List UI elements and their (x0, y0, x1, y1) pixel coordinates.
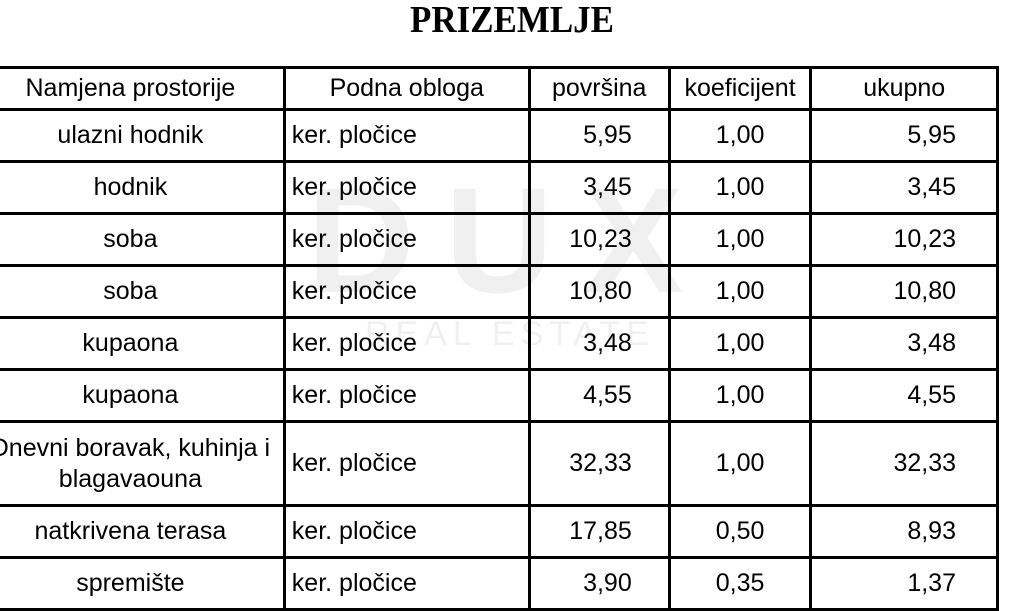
coefficient-cell: 0,50 (667, 504, 813, 559)
floor-covering-cell: ker. pločice (282, 160, 531, 215)
table-row: soba ker. pločice 10,80 1,00 10,80 (0, 264, 999, 319)
header-area: površina (527, 66, 671, 111)
total-cell: 1,37 (809, 556, 999, 611)
room-name-cell: soba (0, 264, 286, 319)
total-cell: 4,55 (809, 368, 999, 423)
area-cell: 17,85 (527, 504, 671, 559)
table-row: ulazni hodnik ker. pločice 5,95 1,00 5,95 (0, 108, 999, 163)
total-cell: 10,80 (809, 264, 999, 319)
room-name: ulazni hodnik (57, 121, 204, 149)
area-cell: 10,23 (527, 212, 671, 267)
room-name-cell: Dnevni boravak, kuhinja i blagavaouna (0, 420, 286, 507)
room-name-cell: hodnik (0, 160, 286, 215)
total-cell: 3,45 (809, 160, 999, 215)
coefficient-cell: 1,00 (667, 212, 813, 267)
total-cell: 32,33 (809, 420, 999, 507)
total-cell: 3,48 (809, 316, 999, 371)
area-cell: 10,80 (527, 264, 671, 319)
room-name-cell: kupaona (0, 316, 286, 371)
floor-covering-cell: ker. pločice (282, 368, 531, 423)
total-cell: 8,93 (809, 504, 999, 559)
area-cell: 5,95 (527, 108, 671, 163)
room-name: spremište (76, 569, 185, 597)
room-name: Dnevni boravak, kuhinja i blagavaouna (0, 433, 271, 493)
page-title: PRIZEMLJE (410, 0, 614, 41)
floor-covering-cell: ker. pločice (282, 420, 531, 507)
coefficient-cell: 1,00 (667, 368, 813, 423)
area-cell: 3,90 (527, 556, 671, 611)
area-cell: 3,48 (527, 316, 671, 371)
room-name: natkrivena terasa (34, 517, 227, 545)
floor-covering-cell: ker. pločice (282, 504, 531, 559)
table-row: kupaona ker. pločice 4,55 1,00 4,55 (0, 368, 999, 423)
room-name-cell: ulazni hodnik (0, 108, 286, 163)
room-name-cell: spremište (0, 556, 286, 611)
room-name-cell: kupaona (0, 368, 286, 423)
room-name: kupaona (82, 329, 179, 357)
table-header-row: Namjena prostorije Podna obloga površina… (0, 66, 999, 111)
header-floor-covering: Podna obloga (282, 66, 531, 111)
table-row: kupaona ker. pločice 3,48 1,00 3,48 (0, 316, 999, 371)
room-name: hodnik (93, 173, 168, 201)
header-total: ukupno (809, 66, 999, 111)
coefficient-cell: 1,00 (667, 160, 813, 215)
floor-covering-cell: ker. pločice (282, 316, 531, 371)
area-cell: 3,45 (527, 160, 671, 215)
header-coefficient: koeficijent (667, 66, 813, 111)
room-name: soba (103, 277, 158, 305)
coefficient-cell: 0,35 (667, 556, 813, 611)
room-name: kupaona (82, 381, 179, 409)
room-name-cell: soba (0, 212, 286, 267)
coefficient-cell: 1,00 (667, 420, 813, 507)
table-row: natkrivena terasa ker. pločice 17,85 0,50 8,… (0, 504, 999, 559)
table-row: Dnevni boravak, kuhinja i blagavaouna ker… (0, 420, 999, 507)
floor-covering-cell: ker. pločice (282, 108, 531, 163)
table-row: soba ker. pločice 10,23 1,00 10,23 (0, 212, 999, 267)
room-area-table: Namjena prostorije Podna obloga površina… (0, 66, 999, 611)
room-name: soba (103, 225, 158, 253)
coefficient-cell: 1,00 (667, 316, 813, 371)
floor-covering-cell: ker. pločice (282, 212, 531, 267)
area-cell: 32,33 (527, 420, 671, 507)
total-cell: 10,23 (809, 212, 999, 267)
floor-covering-cell: ker. pločice (282, 264, 531, 319)
area-cell: 4,55 (527, 368, 671, 423)
room-name-cell: natkrivena terasa (0, 504, 286, 559)
coefficient-cell: 1,00 (667, 264, 813, 319)
floor-covering-cell: ker. pločice (282, 556, 531, 611)
table-row: spremište ker. pločice 3,90 0,35 1,37 (0, 556, 999, 611)
header-room-purpose: Namjena prostorije (0, 66, 286, 111)
total-cell: 5,95 (809, 108, 999, 163)
table-row: hodnik ker. pločice 3,45 1,00 3,45 (0, 160, 999, 215)
coefficient-cell: 1,00 (667, 108, 813, 163)
